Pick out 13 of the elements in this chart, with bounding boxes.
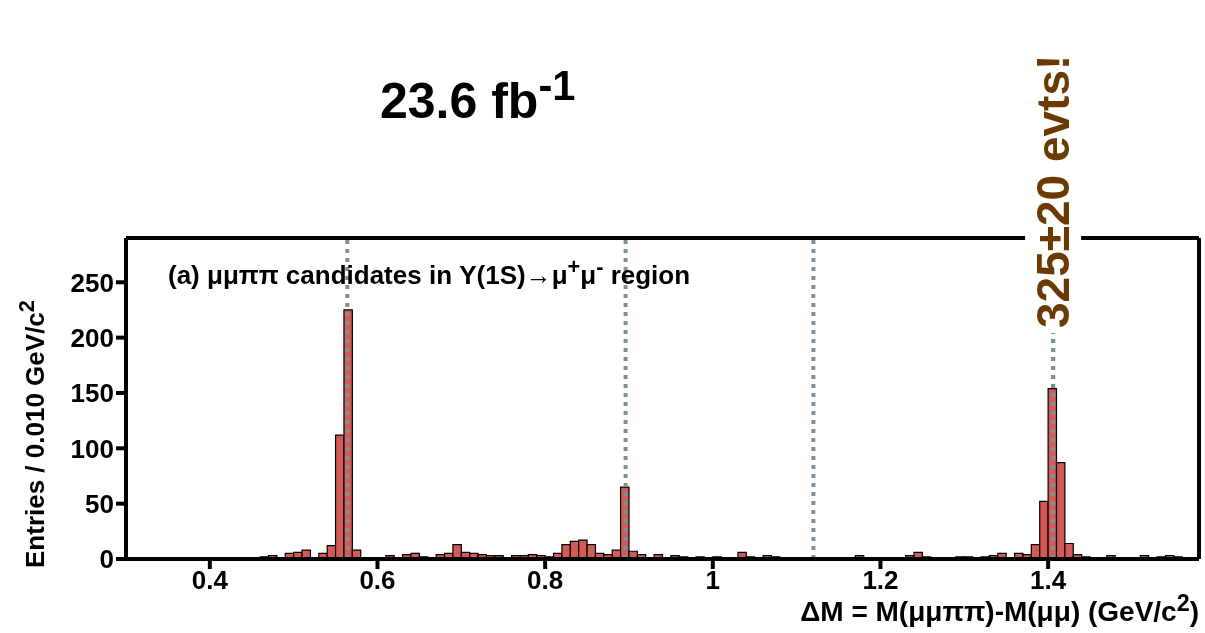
x-tick-label: 1 bbox=[705, 565, 721, 596]
y-tick-label: 250 bbox=[70, 267, 114, 298]
y-tick-label: 200 bbox=[70, 322, 114, 353]
annotation: (a) μμππ candidates in Υ(1S)→μ$^{+}$μ$^{-}$ region bbox=[168, 254, 691, 291]
x-tick-label: 0.4 bbox=[191, 565, 229, 596]
chart-title: 23.6 fb$^{-1}$ bbox=[380, 62, 576, 130]
ref-line-label: 325±20 evts! bbox=[1027, 54, 1080, 328]
x-tick-label: 0.6 bbox=[359, 565, 396, 596]
y-tick-label: 0 bbox=[99, 544, 114, 575]
x-tick-label: 0.8 bbox=[527, 565, 564, 596]
y-tick-label: 50 bbox=[85, 488, 114, 519]
y-tick-label: 100 bbox=[70, 433, 114, 464]
y-tick-label: 150 bbox=[70, 378, 114, 409]
